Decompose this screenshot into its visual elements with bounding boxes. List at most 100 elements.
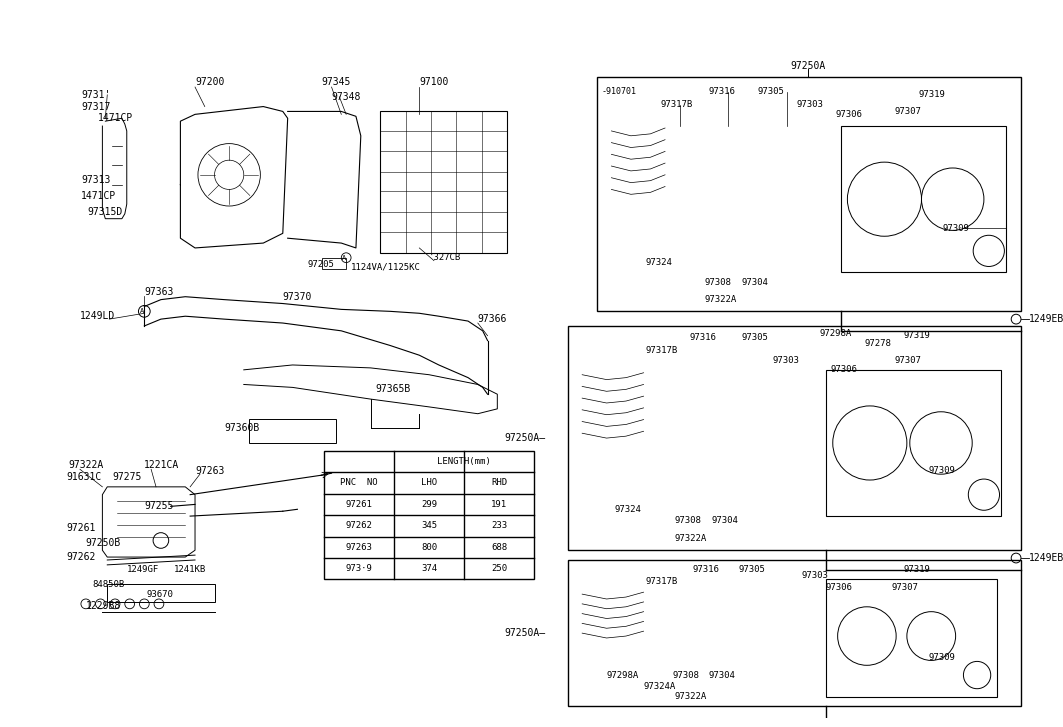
Text: 97303: 97303 xyxy=(796,100,824,109)
Text: 1249EB: 1249EB xyxy=(1029,314,1063,324)
Text: -910701: -910701 xyxy=(602,87,637,97)
Text: RHD: RHD xyxy=(491,478,507,488)
Text: 84850B: 84850B xyxy=(92,580,124,589)
Bar xyxy=(826,370,1001,516)
Text: 97306: 97306 xyxy=(831,366,858,374)
Text: 973·9: 973·9 xyxy=(345,564,372,574)
Text: 191: 191 xyxy=(491,500,507,509)
Text: 97316: 97316 xyxy=(690,333,716,342)
Text: '327CB: '327CB xyxy=(429,253,461,262)
Text: 97306: 97306 xyxy=(826,583,853,592)
Text: LHO: LHO xyxy=(421,478,437,488)
Text: 233: 233 xyxy=(491,521,507,531)
Text: 97250A: 97250A xyxy=(791,60,826,71)
Text: 97363: 97363 xyxy=(145,287,173,297)
Text: 97316: 97316 xyxy=(709,87,736,97)
Text: 97304: 97304 xyxy=(741,278,767,286)
Text: A: A xyxy=(140,308,145,314)
Bar xyxy=(826,579,997,696)
Text: 97303: 97303 xyxy=(802,571,828,580)
Text: 97308: 97308 xyxy=(675,516,702,526)
Bar xyxy=(324,451,535,579)
Text: 97313: 97313 xyxy=(81,174,111,185)
Text: 97275: 97275 xyxy=(112,472,141,482)
Text: 97322A: 97322A xyxy=(675,534,707,543)
Text: 97263: 97263 xyxy=(345,543,372,552)
Polygon shape xyxy=(102,487,195,557)
Text: 97205: 97205 xyxy=(307,260,334,269)
Text: 97348: 97348 xyxy=(332,92,361,102)
Text: 97298A: 97298A xyxy=(820,329,851,338)
Text: 9731': 9731' xyxy=(81,90,111,100)
Text: 97305: 97305 xyxy=(738,565,765,574)
Text: 97324: 97324 xyxy=(645,258,673,267)
Text: 97306: 97306 xyxy=(836,110,862,119)
Text: 1229B8: 1229B8 xyxy=(86,601,121,611)
Text: 299: 299 xyxy=(421,500,437,509)
Text: 1221CA: 1221CA xyxy=(145,460,180,470)
Text: 97319: 97319 xyxy=(904,332,931,340)
Bar xyxy=(381,111,507,253)
Text: 97322A: 97322A xyxy=(68,460,103,470)
Text: 1249EB: 1249EB xyxy=(1029,553,1063,563)
Text: 97308: 97308 xyxy=(673,670,699,680)
Text: 345: 345 xyxy=(421,521,437,531)
Text: 97278: 97278 xyxy=(865,339,892,348)
Bar xyxy=(596,77,1020,311)
Text: 97324A: 97324A xyxy=(643,682,676,691)
Text: 97317B: 97317B xyxy=(645,577,678,586)
Text: 97262: 97262 xyxy=(66,552,96,562)
Text: 97250A—: 97250A— xyxy=(504,628,545,638)
Text: 97298A: 97298A xyxy=(607,670,639,680)
Text: 91631C: 91631C xyxy=(66,472,102,482)
Text: 97370: 97370 xyxy=(283,292,313,302)
Text: 97309: 97309 xyxy=(943,224,969,233)
Text: 97304: 97304 xyxy=(712,516,739,526)
Text: 97308: 97308 xyxy=(704,278,731,286)
Text: 97317B: 97317B xyxy=(660,100,692,109)
Text: LENGTH(mm): LENGTH(mm) xyxy=(437,457,491,466)
Text: 97262: 97262 xyxy=(345,521,372,531)
Text: 1471CP: 1471CP xyxy=(81,191,116,201)
Text: 1471CP: 1471CP xyxy=(98,113,133,124)
Text: 97100: 97100 xyxy=(419,77,449,87)
Text: 97316: 97316 xyxy=(692,565,720,574)
Text: 97250A—: 97250A— xyxy=(504,433,545,443)
Text: 97345: 97345 xyxy=(322,77,351,87)
Text: 374: 374 xyxy=(421,564,437,574)
Text: 97360B: 97360B xyxy=(224,423,259,433)
Text: 97200: 97200 xyxy=(195,77,224,87)
Text: 1249GF: 1249GF xyxy=(126,565,159,574)
Bar xyxy=(568,326,1020,550)
Text: 97317B: 97317B xyxy=(645,346,678,355)
Text: A: A xyxy=(342,254,347,261)
Text: 97307: 97307 xyxy=(891,583,918,592)
Text: 97315D: 97315D xyxy=(88,207,123,217)
Text: 97319: 97319 xyxy=(904,565,931,574)
Text: 97365B: 97365B xyxy=(375,385,410,394)
Text: 97250B: 97250B xyxy=(86,539,121,548)
Text: 97303: 97303 xyxy=(773,356,799,364)
Text: 97322A: 97322A xyxy=(704,295,737,304)
Text: 688: 688 xyxy=(491,543,507,552)
Text: 97319: 97319 xyxy=(918,90,945,100)
Text: 97322A: 97322A xyxy=(675,692,707,701)
Text: 97261: 97261 xyxy=(66,523,96,533)
Text: 97309: 97309 xyxy=(928,653,956,662)
Text: 800: 800 xyxy=(421,543,437,552)
Text: 1241KB: 1241KB xyxy=(173,565,206,574)
Text: 97305: 97305 xyxy=(741,333,767,342)
Text: 1249LD: 1249LD xyxy=(80,311,115,321)
Bar xyxy=(249,419,336,443)
Text: 97263: 97263 xyxy=(195,466,224,476)
Bar xyxy=(568,560,1020,706)
Text: 97317: 97317 xyxy=(81,102,111,111)
Text: 97324: 97324 xyxy=(614,505,641,514)
Text: 97309: 97309 xyxy=(928,466,956,475)
Text: 93670: 93670 xyxy=(147,590,173,598)
Text: 97307: 97307 xyxy=(894,356,921,364)
Text: 97261: 97261 xyxy=(345,500,372,509)
Bar xyxy=(107,585,215,602)
Text: 97304: 97304 xyxy=(709,670,736,680)
Text: PNC  NO: PNC NO xyxy=(340,478,377,488)
